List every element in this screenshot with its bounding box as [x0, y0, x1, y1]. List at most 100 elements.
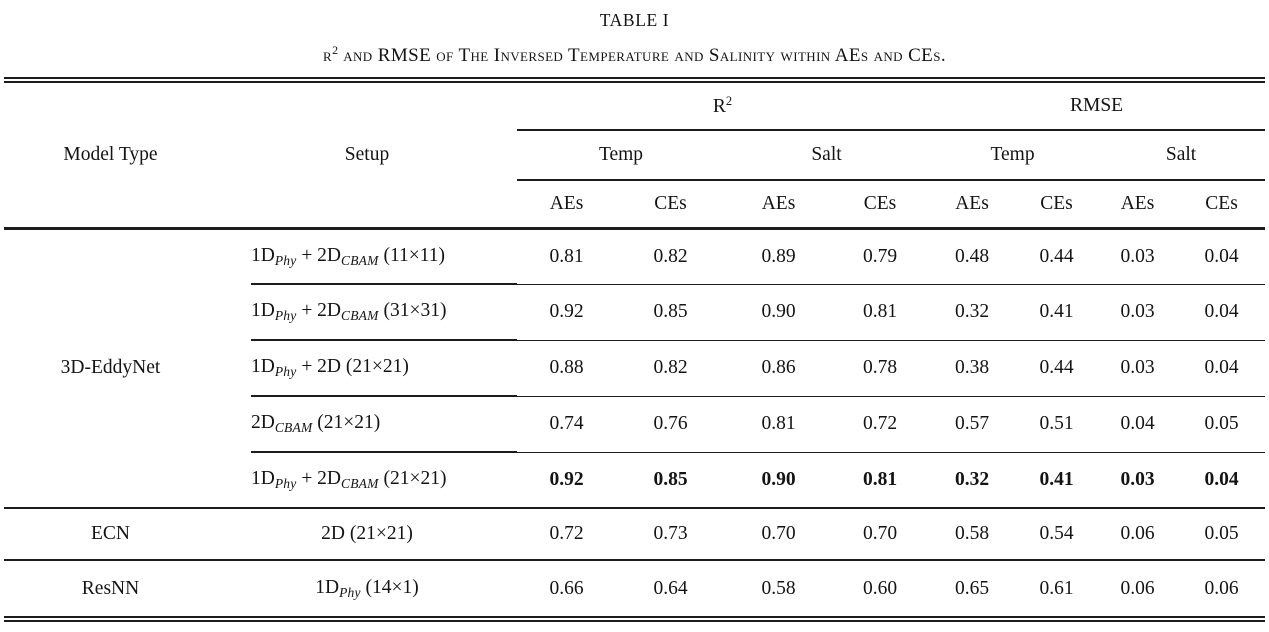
table-row: 2DCBAM (21×21) 0.74 0.76 0.81 0.72 0.57 0.51 0.… [4, 396, 1266, 453]
setup-subscript: Phy [274, 475, 297, 491]
header-r2: R2 [517, 83, 929, 131]
header-aes: AEs [725, 180, 832, 230]
table-row: 1DPhy + 2DCBAM (21×21) 0.92 0.85 0.90 0.81 0.… [4, 452, 1266, 509]
value-cell: 0.06 [1097, 508, 1179, 561]
value-cell: 0.74 [517, 396, 616, 453]
setup-text: + 2D (21×21) [296, 356, 409, 377]
setup-cell: 1DPhy + 2D (21×21) [217, 340, 517, 397]
setup-subscript: CBAM [274, 420, 313, 435]
setup-text: 1D [251, 356, 275, 377]
value-cell: 0.65 [954, 577, 990, 599]
table-body: 3D-EddyNet 1DPhy + 2DCBAM (11×11) 0.81 0.82… [4, 228, 1266, 617]
setup-text: 1D [251, 300, 275, 321]
table-row: 3D-EddyNet 1DPhy + 2DCBAM (11×11) 0.81 0.82… [4, 228, 1266, 509]
table-row: 1DPhy + 2D (21×21) 0.88 0.82 0.86 0.78 0.38 0.… [4, 340, 1266, 397]
header-rmse-salt: Salt [1097, 130, 1266, 181]
r2-superscript: 2 [725, 94, 733, 108]
setup-text: 2D [251, 412, 275, 433]
model-cell: ResNN [81, 577, 140, 599]
setup-text: + 2D [296, 300, 342, 321]
value-cell: 0.06 [1120, 577, 1155, 599]
value-cell: 0.06 [1204, 577, 1239, 599]
value-cell: 0.78 [832, 340, 929, 397]
header-rmse: RMSE [928, 83, 1266, 131]
setup-cell: 1DPhy (14×1) [217, 560, 517, 617]
subtitle-lead: r [323, 45, 333, 66]
setup-cell: 2DCBAM (21×21) [217, 396, 517, 453]
table-header: Model Type Setup R2 RMSE Temp Salt Temp … [4, 83, 1266, 230]
setup-subscript: Phy [339, 584, 361, 600]
setup-text: 1D [315, 576, 340, 598]
value-cell: 0.03 [1097, 284, 1179, 341]
setup-text: (14×1) [360, 576, 419, 598]
header-r2-salt: Salt [725, 130, 929, 181]
header-ces: CEs [1178, 180, 1266, 230]
setup-text: + 2D [296, 244, 342, 266]
value-cell: 0.05 [1178, 508, 1266, 561]
model-cell: 3D-EddyNet [4, 228, 217, 509]
setup-cell: 2D (21×21) [217, 508, 517, 561]
header-row-variables: Temp Salt Temp Salt [4, 130, 1266, 181]
value-cell: 0.03 [1097, 340, 1179, 397]
setup-cell: 1DPhy + 2DCBAM (21×21) [217, 452, 517, 509]
header-model-type: Model Type [4, 83, 217, 230]
setup-cell: 1DPhy + 2DCBAM (31×31) [217, 284, 517, 341]
value-cell: 0.60 [862, 577, 898, 599]
setup-subscript: Phy [274, 364, 297, 379]
value-cell: 0.76 [616, 396, 725, 453]
value-cell: 0.82 [616, 228, 725, 285]
value-cell: 0.32 [928, 452, 1017, 509]
setup-text: (21×21) [312, 412, 381, 433]
value-cell: 0.48 [928, 228, 1017, 285]
value-cell: 0.44 [1016, 340, 1098, 397]
value-cell: 0.79 [832, 228, 929, 285]
table-row: 1DPhy + 2DCBAM (31×31) 0.92 0.85 0.90 0.81 0.… [4, 284, 1266, 341]
value-cell: 0.88 [517, 340, 616, 397]
value-cell: 0.64 [653, 577, 688, 599]
table-subtitle: r2 and RMSE of The Inversed Temperature … [0, 43, 1269, 67]
header-row-groups: Model Type Setup R2 RMSE [4, 83, 1266, 230]
value-cell: 0.82 [616, 340, 725, 397]
setup-cell: 1DPhy + 2DCBAM (11×11) [217, 228, 517, 284]
value-cell: 0.85 [616, 284, 725, 341]
value-cell: 0.66 [549, 577, 584, 599]
subtitle-text: and RMSE of The Inversed Temperature and… [338, 45, 946, 66]
setup-text: (31×31) [378, 300, 447, 321]
value-cell: 0.32 [928, 284, 1017, 341]
header-aes: AEs [517, 180, 616, 230]
header-row-eddies: AEs CEs AEs CEs AEs CEs AEs CEs [4, 180, 1266, 230]
value-cell: 0.57 [928, 396, 1017, 453]
double-rule-bottom [4, 620, 1265, 622]
value-cell: 0.04 [1178, 340, 1266, 397]
setup-text: 1D [251, 244, 275, 266]
value-cell: 0.70 [832, 508, 929, 561]
header-aes: AEs [928, 180, 1017, 230]
value-cell: 0.44 [1016, 228, 1098, 285]
value-cell: 0.81 [725, 396, 832, 453]
table-row: ResNN 1DPhy (14×1) 0.66 0.64 0.58 0.60 0.65 0.6… [4, 560, 1265, 617]
value-cell: 0.51 [1016, 396, 1098, 453]
value-cell: 0.03 [1097, 452, 1179, 509]
header-ces: CEs [832, 180, 929, 230]
table-label: TABLE I [599, 10, 670, 30]
table-row: ECN 2D (21×21) 0.72 0.73 0.70 0.70 0.58 0.54 0.0… [4, 508, 1266, 561]
results-table: Model Type Setup R2 RMSE Temp Salt Temp … [4, 83, 1266, 618]
setup-subscript: CBAM [341, 475, 379, 491]
value-cell: 0.54 [1016, 508, 1098, 561]
value-cell: 0.04 [1178, 228, 1266, 285]
setup-subscript: Phy [274, 252, 297, 268]
value-cell: 0.81 [832, 452, 929, 509]
value-cell: 0.41 [1016, 452, 1098, 509]
value-cell: 0.04 [1097, 396, 1179, 453]
header-ces: CEs [616, 180, 725, 230]
header-setup: Setup [217, 83, 517, 230]
double-rule-top [4, 77, 1265, 83]
value-cell: 0.92 [517, 284, 616, 341]
value-cell: 0.58 [761, 577, 796, 599]
value-cell: 0.81 [832, 284, 929, 341]
header-ces: CEs [1016, 180, 1098, 230]
value-cell: 0.70 [725, 508, 832, 561]
value-cell: 0.04 [1178, 284, 1266, 341]
setup-subscript: CBAM [341, 308, 379, 323]
